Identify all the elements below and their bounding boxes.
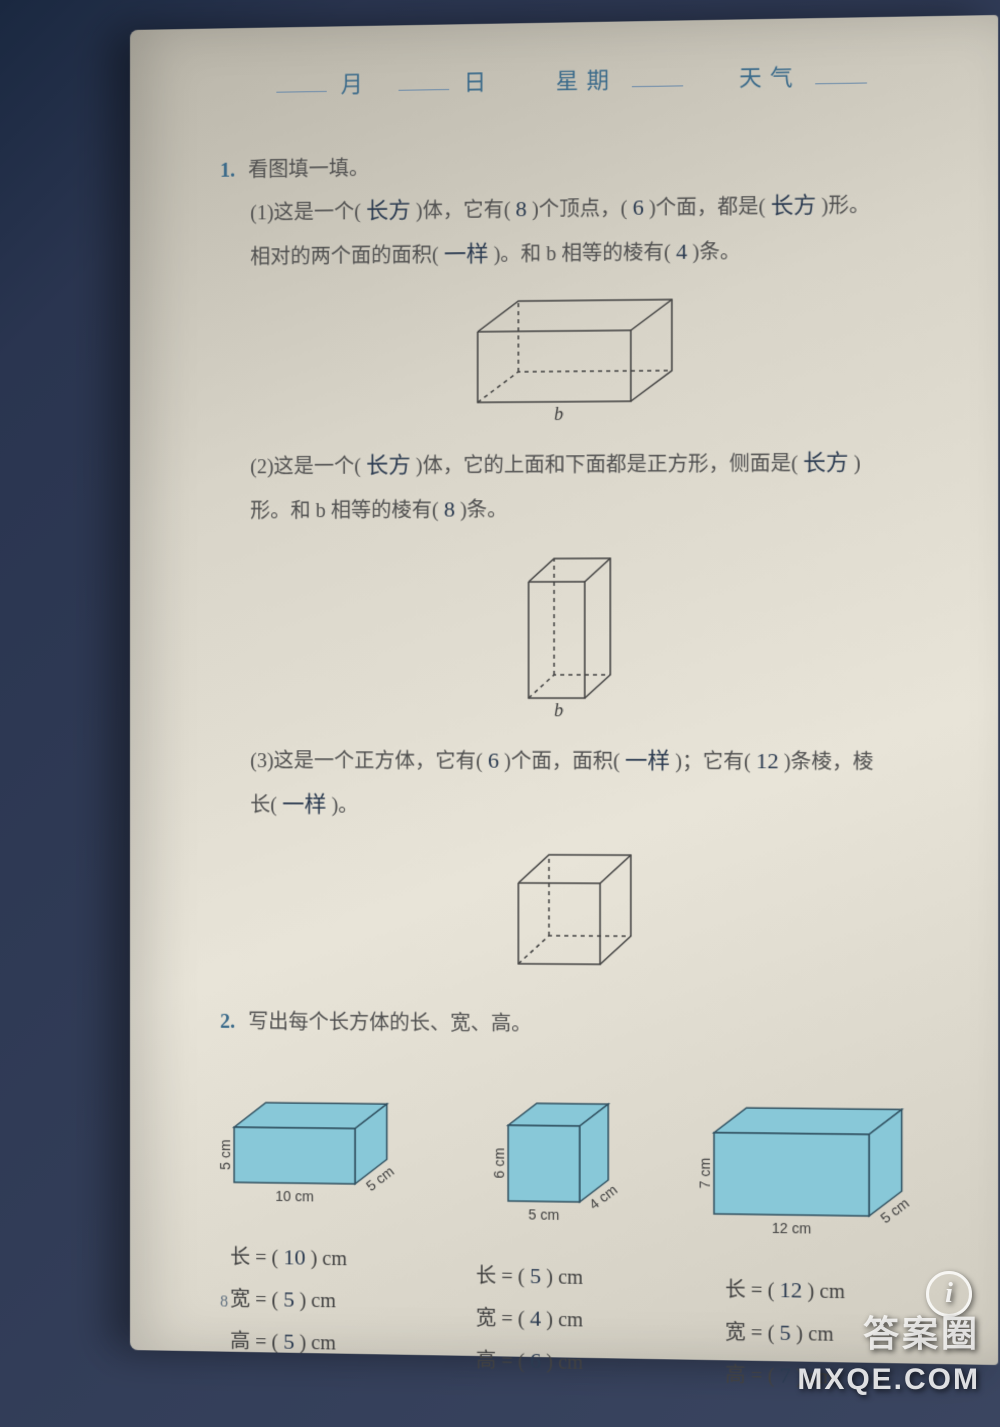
q2: 2. 写出每个长方体的长、宽、高。 [220, 1002, 946, 1049]
answer: 长方 [771, 192, 816, 218]
q2-title: 写出每个长方体的长、宽、高。 [248, 1011, 531, 1036]
cuboid-item: 6 cm 5 cm 4 cm 长 = ( 5 ) cm 宽 = ( 4 ) cm… [445, 1074, 694, 1395]
answer: 一样 [444, 241, 489, 267]
label-day: 日 [464, 69, 495, 95]
measurements: 长 = ( 10 ) cm 宽 = ( 5 ) cm 高 = ( 5 ) cm [230, 1235, 445, 1364]
q1-title: 看图填一填。 [248, 158, 369, 182]
q1-part2: (2)这是一个( 长方 )体，它的上面和下面都是正方形，侧面是( 长方 ) 形。… [250, 440, 946, 533]
svg-text:5 cm: 5 cm [528, 1206, 559, 1223]
svg-text:7 cm: 7 cm [696, 1158, 712, 1189]
answer: 6 [488, 748, 499, 773]
answer: 长方 [366, 452, 411, 477]
answer: 12 [756, 748, 779, 773]
q1-part1: (1)这是一个( 长方 )体，它有( 8 )个顶点，( 6 )个面，都是( 长方… [250, 181, 946, 278]
page-number: 8 [220, 1293, 228, 1311]
diagram-cuboid-2: b [200, 545, 946, 724]
page-header: 月 日 星期 天气 [200, 57, 946, 101]
watermark-text-1: 答案圈 [863, 1305, 980, 1357]
answer: 一样 [282, 791, 326, 816]
svg-text:12 cm: 12 cm [771, 1220, 810, 1237]
q2-number: 2. [220, 1011, 235, 1033]
answer: 8 [516, 196, 527, 221]
label-b: b [554, 404, 563, 424]
cuboid-item: 5 cm 10 cm 5 cm 长 = ( 10 ) cm 宽 = ( 5 ) … [200, 1072, 445, 1390]
cuboid-diagram: 5 cm 10 cm 5 cm [224, 1072, 421, 1215]
svg-text:10 cm: 10 cm [275, 1188, 313, 1205]
label-b: b [554, 700, 563, 720]
q1-number: 1. [220, 160, 235, 182]
q1-part3: (3)这是一个正方体，它有( 6 )个面，面积( 一样 )；它有( 12 )条棱… [250, 738, 946, 829]
svg-text:5 cm: 5 cm [217, 1139, 233, 1170]
cuboid-diagram: 6 cm 5 cm 4 cm [498, 1075, 641, 1234]
diagram-cube [200, 841, 946, 992]
diagram-cuboid-1: b [200, 287, 946, 430]
answer: 6 [633, 194, 644, 219]
answer: 长方 [366, 197, 411, 223]
label-weather: 天气 [739, 64, 801, 90]
watermark-text-2: MXQE.COM [797, 1363, 980, 1397]
answer: 一样 [625, 748, 670, 773]
label-week: 星期 [556, 67, 617, 93]
worksheet-page: 月 日 星期 天气 1. 看图填一填。 (1)这是一个( 长方 )体，它有( 8… [130, 15, 998, 1365]
answer: 8 [444, 496, 455, 521]
svg-text:6 cm: 6 cm [491, 1148, 507, 1179]
answer: 长方 [803, 450, 849, 476]
measurements: 长 = ( 5 ) cm 宽 = ( 4 ) cm 高 = ( 6 ) cm [476, 1254, 694, 1384]
answer: 4 [676, 239, 687, 264]
label-month: 月 [341, 71, 371, 97]
cuboid-diagram: 7 cm 12 cm 5 cm [704, 1077, 937, 1248]
q2-row: 5 cm 10 cm 5 cm 长 = ( 10 ) cm 宽 = ( 5 ) … [200, 1072, 946, 1400]
